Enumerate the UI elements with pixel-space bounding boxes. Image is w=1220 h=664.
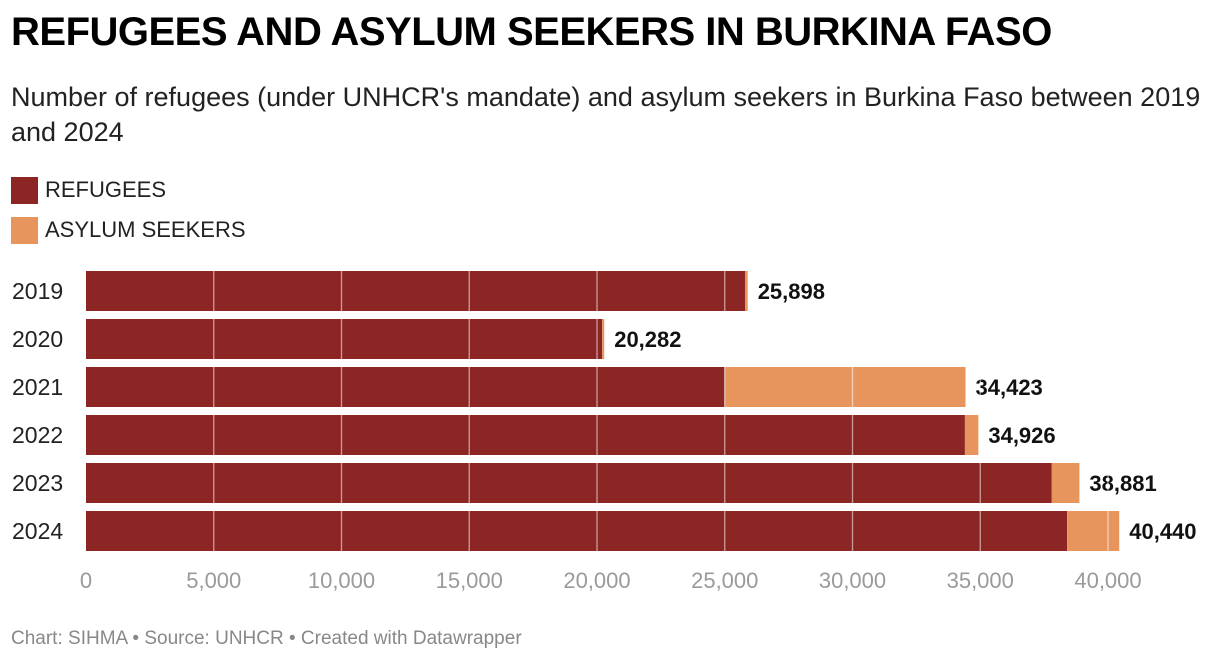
data-label-2021: 34,423	[976, 375, 1043, 400]
bar-refugees-2022	[86, 415, 965, 455]
legend-swatch-refugees	[11, 176, 38, 204]
x-tick-label-10000: 10,000	[308, 568, 375, 593]
data-label-2020: 20,282	[614, 327, 681, 352]
legend-item-refugees: REFUGEES	[11, 170, 246, 210]
bar-asylum-seekers-2020	[602, 319, 605, 359]
legend-label-refugees: REFUGEES	[45, 177, 167, 202]
legend: REFUGEES ASYLUM SEEKERS	[11, 170, 246, 250]
data-label-2019: 25,898	[758, 279, 825, 304]
y-tick-label-2023: 2023	[12, 470, 63, 496]
y-tick-label-2020: 2020	[12, 326, 63, 352]
bar-asylum-seekers-2021	[724, 367, 966, 407]
data-label-2024: 40,440	[1129, 519, 1196, 544]
x-tick-label-15000: 15,000	[436, 568, 503, 593]
y-tick-label-2019: 2019	[12, 278, 63, 304]
legend-item-asylum-seekers: ASYLUM SEEKERS	[11, 210, 246, 250]
x-tick-label-35000: 35,000	[947, 568, 1014, 593]
bar-asylum-seekers-2024	[1067, 511, 1120, 551]
y-tick-label-2024: 2024	[12, 518, 63, 544]
bar-refugees-2020	[86, 319, 603, 359]
bar-asylum-seekers-2022	[964, 415, 979, 455]
legend-swatch-asylum-seekers	[11, 216, 38, 244]
x-tick-label-5000: 5,000	[186, 568, 241, 593]
chart-subtitle: Number of refugees (under UNHCR's mandat…	[11, 82, 1201, 147]
bar-asylum-seekers-2019	[745, 271, 748, 311]
bar-refugees-2021	[86, 367, 725, 407]
y-tick-label-2022: 2022	[12, 422, 63, 448]
bar-refugees-2023	[86, 463, 1052, 503]
chart-footer: Chart: SIHMA • Source: UNHCR • Created w…	[11, 628, 522, 649]
chart-title: REFUGEES AND ASYLUM SEEKERS IN BURKINA F…	[11, 10, 1052, 54]
bar-refugees-2024	[86, 511, 1068, 551]
x-tick-label-0: 0	[80, 568, 92, 593]
legend-label-asylum-seekers: ASYLUM SEEKERS	[45, 217, 246, 242]
data-label-2022: 34,926	[988, 423, 1055, 448]
x-tick-label-40000: 40,000	[1074, 568, 1141, 593]
bar-chart: 2019 25,898 2020 20,282 2021 34,423 2022 34,926…	[12, 271, 1197, 593]
x-tick-label-30000: 30,000	[819, 568, 886, 593]
data-label-2023: 38,881	[1089, 471, 1156, 496]
y-tick-label-2021: 2021	[12, 374, 63, 400]
x-tick-label-20000: 20,000	[563, 568, 630, 593]
bar-refugees-2019	[86, 271, 746, 311]
x-tick-label-25000: 25,000	[691, 568, 758, 593]
bar-asylum-seekers-2023	[1051, 463, 1080, 503]
